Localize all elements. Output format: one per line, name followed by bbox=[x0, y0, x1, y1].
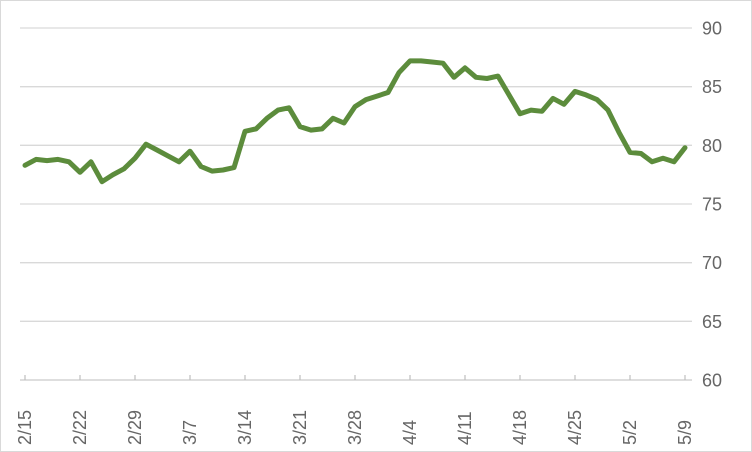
x-tick-label: 2/15 bbox=[15, 410, 35, 445]
y-tick-label: 75 bbox=[702, 195, 722, 215]
y-tick-label: 70 bbox=[702, 253, 722, 273]
x-tick-label: 3/21 bbox=[290, 410, 310, 445]
series-line bbox=[22, 58, 688, 185]
y-tick-label: 85 bbox=[702, 77, 722, 97]
x-tick-label: 4/4 bbox=[400, 420, 420, 445]
x-tick-label: 5/2 bbox=[620, 420, 640, 445]
x-axis-tick-labels: 2/15 2/22 2/29 3/7 3/14 3/21 3/28 4/4 4/11 4/18 4/… bbox=[15, 410, 695, 445]
x-tick-label: 4/11 bbox=[455, 411, 475, 445]
y-tick-label: 80 bbox=[702, 136, 722, 156]
y-axis-tick-labels: 60 65 70 75 80 85 90 bbox=[702, 19, 722, 391]
data-series-line bbox=[22, 58, 688, 185]
x-tick-label: 4/18 bbox=[510, 410, 530, 445]
x-tick-label: 4/25 bbox=[565, 410, 585, 445]
y-tick-label: 60 bbox=[702, 371, 722, 391]
gridlines bbox=[20, 27, 692, 322]
x-tick-label: 2/29 bbox=[125, 410, 145, 445]
x-tick-label: 3/7 bbox=[180, 420, 200, 445]
x-tick-label: 5/9 bbox=[675, 420, 695, 445]
x-tick-label: 2/22 bbox=[70, 410, 90, 445]
x-axis-tick-marks bbox=[24, 375, 686, 380]
y-tick-label: 90 bbox=[702, 19, 722, 39]
x-tick-label: 3/28 bbox=[345, 410, 365, 445]
x-tick-label: 3/14 bbox=[235, 410, 255, 445]
y-tick-label: 65 bbox=[702, 312, 722, 332]
